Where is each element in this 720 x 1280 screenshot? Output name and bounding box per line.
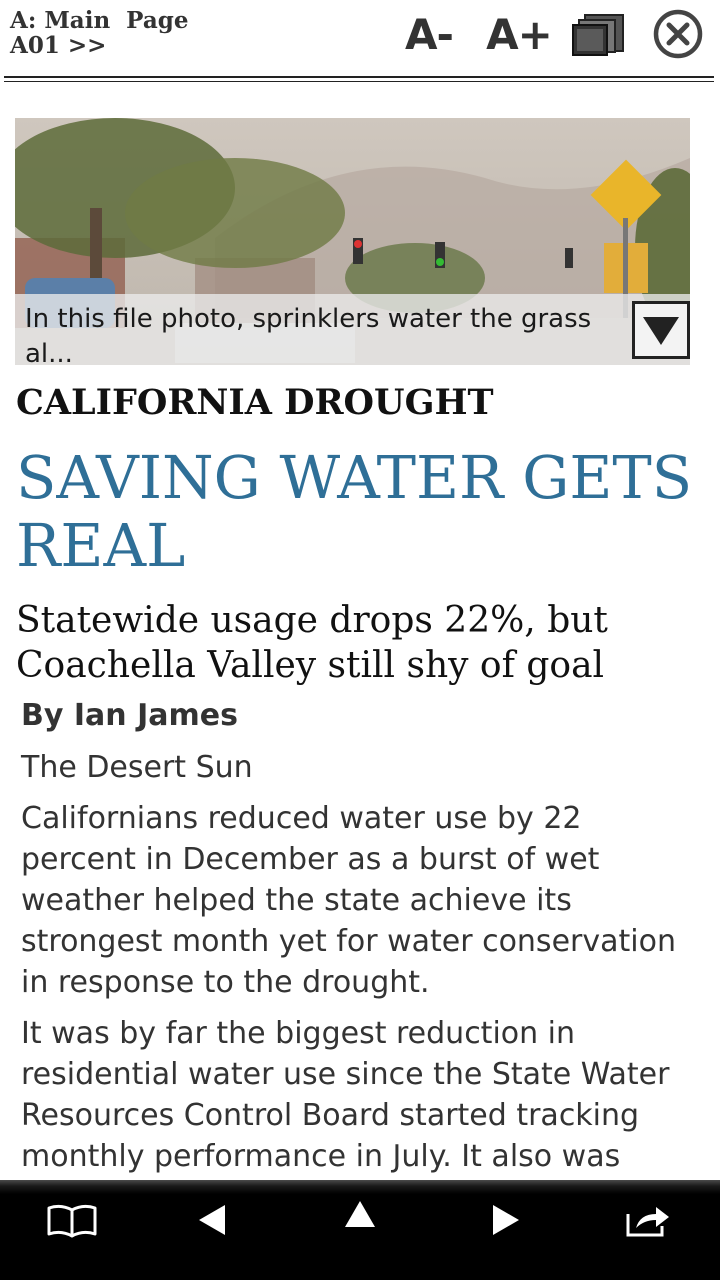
section-name: A: Main Page <box>10 7 189 34</box>
page-number: A01 >> <box>10 32 107 59</box>
article-subheadline: Statewide usage drops 22%, but Coachella… <box>16 600 608 686</box>
article-paragraph: It was by far the biggest reduction in r… <box>21 1016 670 1174</box>
previous-icon <box>199 1205 225 1235</box>
section-page-link[interactable]: A: Main Page A01 >> <box>10 8 188 58</box>
up-icon <box>345 1201 375 1227</box>
caption-overlay: In this file photo, sprinklers water the… <box>15 294 690 365</box>
pages-button[interactable] <box>568 8 628 60</box>
triangle-down-icon <box>643 317 679 345</box>
close-circle-icon <box>653 9 703 59</box>
top-header: A: Main Page A01 >> A- A+ <box>0 0 720 86</box>
article-headline: SAVING WATER GETS REAL <box>16 443 693 580</box>
photo-caption[interactable]: In this file photo, sprinklers water the… <box>25 304 592 365</box>
share-button[interactable] <box>613 1190 683 1250</box>
share-icon <box>626 1207 669 1237</box>
article-view[interactable]: In this file photo, sprinklers water the… <box>0 86 720 1180</box>
decrease-font-button[interactable]: A- <box>405 9 454 59</box>
bottom-toolbar <box>0 1180 720 1280</box>
previous-button[interactable] <box>177 1190 247 1250</box>
article-byline: By Ian James <box>21 698 238 733</box>
header-divider <box>4 76 714 78</box>
next-button[interactable] <box>471 1190 541 1250</box>
increase-font-button[interactable]: A+ <box>486 9 553 59</box>
article-paragraph: Californians reduced water use by 22 per… <box>21 801 676 1000</box>
close-button[interactable] <box>650 8 706 60</box>
next-icon <box>493 1205 519 1235</box>
article-source: The Desert Sun <box>21 750 253 785</box>
contents-button[interactable] <box>37 1190 107 1250</box>
expand-caption-button[interactable] <box>632 301 690 359</box>
header-divider-thin <box>4 81 714 82</box>
up-button[interactable] <box>325 1184 395 1244</box>
article-body: Californians reduced water use by 22 per… <box>21 798 701 1180</box>
pages-icon <box>572 14 624 56</box>
article-kicker: CALIFORNIA DROUGHT <box>16 382 494 423</box>
book-icon <box>47 1204 97 1238</box>
article-photo[interactable]: In this file photo, sprinklers water the… <box>15 118 690 365</box>
